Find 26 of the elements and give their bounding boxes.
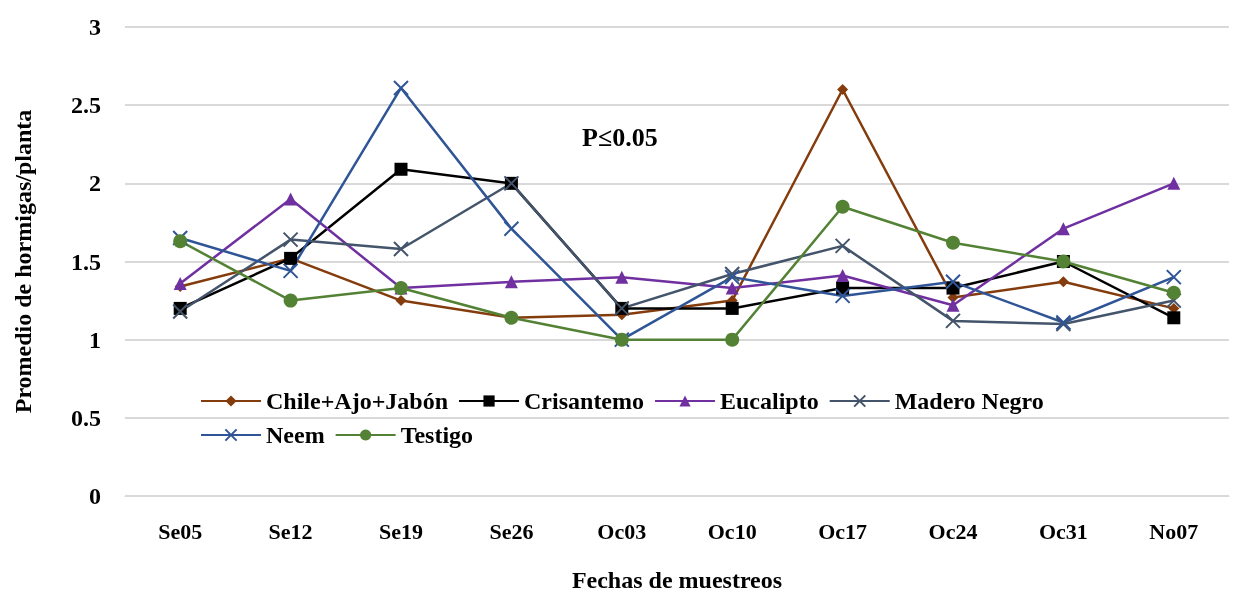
- y-tick-label: 0.5: [71, 404, 101, 431]
- legend-label: Neem: [266, 422, 325, 448]
- legend-label: Eucalipto: [720, 388, 819, 414]
- x-tick-label: Se05: [158, 518, 203, 544]
- x-tick-label: Se12: [268, 518, 313, 544]
- x-axis-title: Fechas de muestreos: [571, 567, 783, 593]
- legend-label: Testigo: [400, 422, 474, 448]
- x-tick-label: Oc03: [597, 518, 647, 544]
- y-tick-label: 1: [89, 326, 101, 353]
- y-tick-label: 2: [89, 170, 101, 197]
- x-tick-label: Oc31: [1038, 518, 1088, 544]
- y-tick-label: 0: [89, 483, 101, 509]
- y-tick-label: 2.5: [71, 92, 101, 119]
- x-tick-label: No07: [1149, 518, 1199, 544]
- y-axis-title: Promedio de hormigas/planta: [10, 109, 36, 414]
- legend-label: Chile+Ajo+Jabón: [266, 388, 449, 414]
- y-tick-label: 1.5: [71, 248, 101, 275]
- legend-label: Crisantemo: [524, 388, 645, 414]
- annotation: P≤0.05: [582, 122, 658, 152]
- x-tick-label: Se19: [379, 518, 423, 544]
- legend-label: Madero Negro: [894, 388, 1044, 414]
- x-tick-label: Oc17: [818, 518, 868, 544]
- x-tick-label: Se26: [489, 518, 534, 544]
- y-tick-label: 3: [89, 14, 101, 40]
- x-tick-label: Oc24: [928, 518, 978, 544]
- x-tick-label: Oc10: [707, 518, 757, 544]
